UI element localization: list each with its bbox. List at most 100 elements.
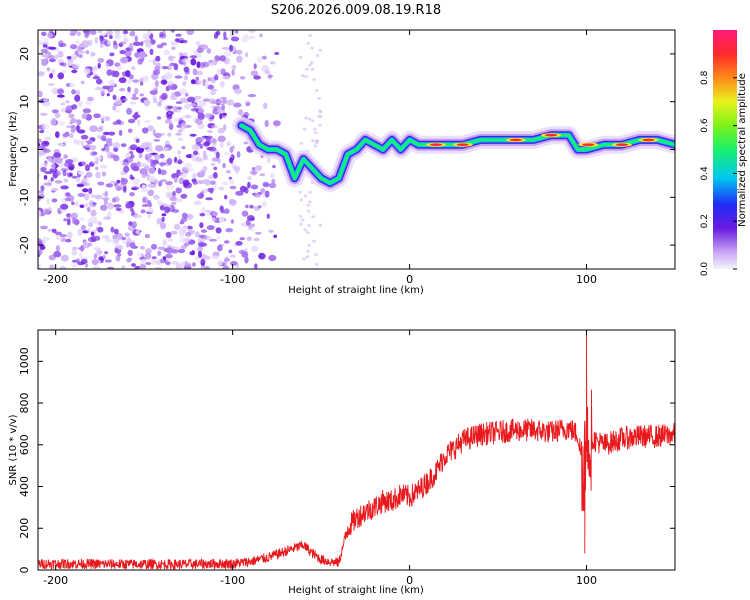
noise-blob <box>204 81 209 88</box>
noise-blob <box>231 69 235 76</box>
noise-blob <box>106 93 110 97</box>
noise-blob <box>171 249 179 254</box>
noise-blob <box>269 61 276 65</box>
noise-blob <box>182 237 191 243</box>
ridge-hotspot <box>509 138 522 142</box>
noise-blob <box>202 179 211 185</box>
noise-blob <box>199 222 204 229</box>
noise-blob <box>248 30 256 33</box>
noise-blob <box>126 92 131 96</box>
noise-blob <box>104 251 109 255</box>
noise-blob <box>306 231 310 235</box>
noise-blob <box>253 237 260 242</box>
y-tick-label: 0 <box>18 146 31 153</box>
noise-blob <box>308 33 313 37</box>
snr-x-ticks: -200 -100 0 100 <box>43 330 597 587</box>
noise-blob <box>71 69 78 74</box>
noise-blob <box>104 237 112 243</box>
noise-blob <box>197 70 203 76</box>
noise-blob <box>314 139 319 143</box>
snr-x-label: Height of straight line (km) <box>288 585 424 596</box>
noise-blob <box>80 80 85 85</box>
noise-blob <box>208 146 217 152</box>
ridge-hotspot <box>615 143 628 146</box>
noise-blob <box>80 134 89 140</box>
snr-plot: -200 -100 0 100 0 200 400 600 800 1000 Height of… <box>8 329 676 596</box>
noise-blob <box>109 35 113 39</box>
noise-blob <box>68 133 74 139</box>
noise-blob <box>101 197 110 201</box>
noise-blob <box>74 218 78 226</box>
noise-blob <box>85 147 91 151</box>
noise-blob <box>303 228 308 232</box>
spectrogram-noise-field <box>38 30 323 269</box>
noise-blob <box>298 214 303 218</box>
noise-blob <box>131 263 136 267</box>
noise-blob <box>193 200 202 206</box>
noise-blob <box>184 263 192 267</box>
noise-blob <box>131 209 135 216</box>
noise-blob <box>76 125 80 132</box>
noise-blob <box>40 185 45 192</box>
noise-blob <box>253 75 261 80</box>
noise-blob <box>66 218 71 225</box>
noise-blob <box>76 183 85 188</box>
noise-blob <box>66 56 72 60</box>
noise-blob <box>218 186 225 191</box>
noise-blob <box>159 162 165 167</box>
noise-blob <box>211 100 218 105</box>
x-tick-label: -100 <box>220 574 245 587</box>
noise-blob <box>175 187 182 194</box>
noise-blob <box>113 40 117 46</box>
noise-blob <box>220 210 225 214</box>
noise-blob <box>136 252 145 257</box>
noise-blob <box>193 95 202 100</box>
noise-blob <box>48 254 56 261</box>
noise-blob <box>308 200 312 204</box>
noise-blob <box>54 112 61 119</box>
noise-blob <box>46 32 53 39</box>
noise-blob <box>164 72 173 80</box>
noise-blob <box>39 193 45 200</box>
noise-blob <box>318 123 322 127</box>
noise-blob <box>203 265 211 269</box>
noise-blob <box>79 204 85 208</box>
noise-blob <box>208 238 218 242</box>
y-tick-label: -10 <box>18 188 31 206</box>
noise-blob <box>233 102 242 108</box>
noise-blob <box>211 125 219 129</box>
noise-blob <box>159 31 164 37</box>
noise-blob <box>90 209 97 217</box>
noise-blob <box>171 46 176 50</box>
noise-blob <box>254 165 263 171</box>
noise-blob <box>127 78 132 85</box>
noise-blob <box>132 178 141 186</box>
noise-blob <box>206 48 212 54</box>
noise-blob <box>148 59 153 63</box>
noise-blob <box>226 141 231 147</box>
noise-blob <box>42 123 50 130</box>
noise-blob <box>263 102 268 110</box>
noise-blob <box>51 198 58 203</box>
noise-blob <box>50 266 55 269</box>
x-tick-label: -100 <box>220 273 245 286</box>
noise-blob <box>156 218 163 225</box>
noise-blob <box>178 177 184 185</box>
noise-blob <box>249 204 254 209</box>
noise-blob <box>176 109 182 113</box>
y-tick-label: -20 <box>18 236 31 254</box>
noise-blob <box>97 181 105 186</box>
noise-blob <box>131 187 138 191</box>
noise-blob <box>147 183 156 188</box>
ridge-hotspot <box>642 138 655 142</box>
noise-blob <box>135 138 140 143</box>
noise-blob <box>315 53 320 57</box>
noise-blob <box>145 41 152 48</box>
noise-blob <box>84 193 90 201</box>
noise-blob <box>43 175 48 180</box>
noise-blob <box>71 63 81 69</box>
noise-blob <box>218 99 222 105</box>
noise-blob <box>311 119 315 123</box>
noise-blob <box>65 100 70 104</box>
